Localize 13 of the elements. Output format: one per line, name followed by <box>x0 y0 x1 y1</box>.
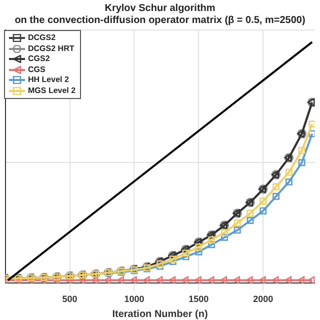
x-tick-label: 500 <box>62 294 78 304</box>
legend-label: DCGS2 HRT <box>28 44 74 54</box>
text: on the convection-diffusion operator matrix (β = 0.5, m=2500) <box>14 14 306 26</box>
legend-label: MGS Level 2 <box>28 86 76 96</box>
text: Krylov Schur algorithm <box>104 2 216 14</box>
legend-label: DCGS2 <box>28 33 56 44</box>
legend-label: CGS <box>28 64 46 75</box>
x-axis-title: Iteration Number (n) <box>112 308 208 320</box>
legend-label: HH Level 2 <box>28 75 69 86</box>
x-tick-label: 1500 <box>188 294 209 304</box>
x-tick-label: 2000 <box>253 294 274 304</box>
legend-label: CGS2 <box>28 54 50 64</box>
x-tick-label: 1000 <box>124 294 144 304</box>
